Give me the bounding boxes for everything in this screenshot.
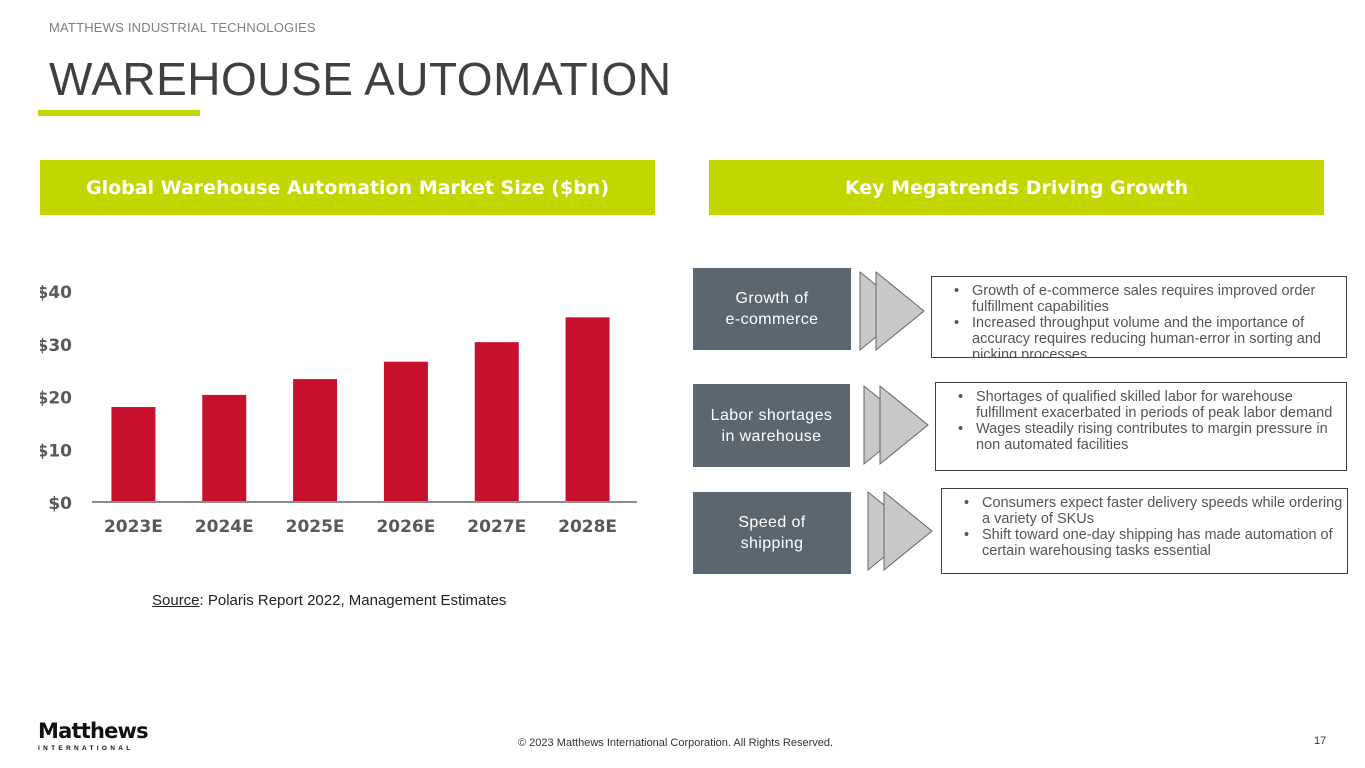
y-tick-label: $0 [48, 494, 72, 514]
y-tick-label: $30 [40, 336, 72, 356]
trend-bullets-shipping: Consumers expect faster delivery speeds … [941, 488, 1348, 574]
chart-source-note: Source: Polaris Report 2022, Management … [152, 592, 506, 609]
bullet-item: Increased throughput volume and the impo… [954, 315, 1346, 357]
bar-2023E [111, 407, 156, 502]
x-tick-label: 2025E [286, 517, 345, 537]
trend-label-line1: Growth of [735, 290, 809, 307]
bar-2026E [383, 361, 428, 502]
bullet-item: Growth of e-commerce sales requires impr… [954, 283, 1346, 315]
page-number: 17 [1314, 735, 1327, 747]
bullet-item: Wages steadily rising contributes to mar… [958, 421, 1346, 453]
y-tick-label: $10 [40, 441, 72, 461]
double-chevron-arrow-icon [859, 270, 925, 352]
section-eyebrow: MATTHEWS INDUSTRIAL TECHNOLOGIES [49, 20, 316, 35]
trend-label-line1: Speed of [738, 514, 806, 531]
page-title: WAREHOUSE AUTOMATION [49, 53, 672, 105]
logo-name: Matthews [38, 719, 149, 743]
market-size-bar-chart: $0 $10 $20 $30 $40 2023E 2024E 2025E 2026E 2027E 2… [40, 283, 637, 537]
double-chevron-arrow-icon [867, 490, 933, 572]
bar-2028E [565, 317, 610, 502]
chart-panel-heading: Global Warehouse Automation Market Size … [40, 160, 655, 215]
x-tick-label: 2028E [558, 517, 617, 537]
double-chevron-arrow-icon [863, 384, 929, 466]
trend-box-labor: Labor shortages in warehouse [693, 384, 850, 467]
bar-2027E [474, 342, 519, 502]
trend-bullets-labor: Shortages of qualified skilled labor for… [935, 382, 1347, 471]
logo-subtitle: INTERNATIONAL [38, 745, 134, 752]
trend-bullets-ecommerce: Growth of e-commerce sales requires impr… [931, 276, 1347, 358]
bullet-item: Consumers expect faster delivery speeds … [964, 495, 1347, 527]
x-tick-label: 2024E [195, 517, 254, 537]
x-tick-label: 2027E [467, 517, 526, 537]
trend-label-line2: in warehouse [721, 427, 822, 445]
bullet-item: Shift toward one-day shipping has made a… [964, 527, 1347, 559]
y-tick-label: $20 [40, 389, 72, 409]
trend-label-line1: Labor shortages [710, 406, 833, 424]
copyright-notice: © 2023 Matthews International Corporatio… [518, 737, 834, 749]
trend-label-line2: shipping [740, 535, 804, 552]
bar-2025E [293, 379, 338, 502]
company-logo: Matthews INTERNATIONAL [38, 719, 149, 752]
x-tick-label: 2026E [376, 517, 435, 537]
bar-2024E [202, 394, 247, 502]
bullet-item: Shortages of qualified skilled labor for… [958, 389, 1346, 421]
source-text: : Polaris Report 2022, Management Estima… [199, 592, 507, 609]
megatrends-panel-heading: Key Megatrends Driving Growth [709, 160, 1324, 215]
trend-box-ecommerce: Growth of e-commerce [693, 268, 851, 350]
x-tick-label: 2023E [104, 517, 163, 537]
trend-label-line2: e-commerce [725, 311, 819, 328]
y-tick-label: $40 [40, 283, 72, 303]
title-underline [38, 110, 200, 116]
source-label: Source [152, 592, 200, 609]
trend-box-shipping: Speed of shipping [693, 492, 851, 574]
